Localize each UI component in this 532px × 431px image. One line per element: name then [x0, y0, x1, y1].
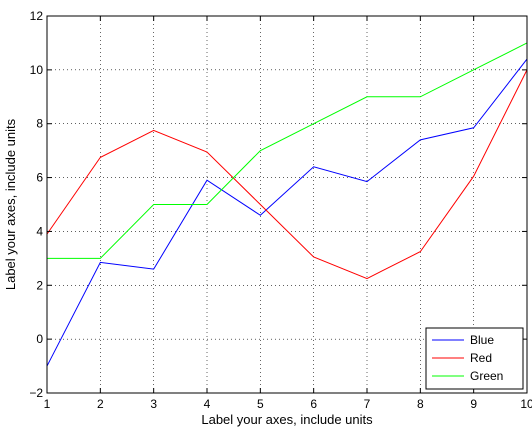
series-lines: [46, 42, 528, 367]
x-tick-label: 4: [204, 397, 211, 411]
y-tick-label: 12: [30, 9, 44, 23]
legend-label-red: Red: [470, 351, 492, 365]
series-line-red: [46, 69, 528, 280]
x-tick-label: 9: [470, 397, 477, 411]
legend-label-green: Green: [470, 369, 503, 383]
legend-label-blue: Blue: [470, 333, 494, 347]
plot-border: [46, 15, 528, 394]
x-tick-label: 1: [44, 397, 51, 411]
x-tick-label: 3: [150, 397, 157, 411]
y-tick-label: 0: [36, 332, 43, 346]
series-line-blue: [46, 58, 528, 367]
x-tick-label: 6: [310, 397, 317, 411]
y-axis-label: Label your axes, include units: [3, 118, 18, 290]
x-tick-label: 7: [364, 397, 371, 411]
y-tick-label: 4: [36, 224, 43, 238]
x-tick-label: 2: [97, 397, 104, 411]
y-tick-label: 2: [36, 278, 43, 292]
x-axis-label: Label your axes, include units: [201, 412, 373, 427]
y-tick-label: 8: [36, 117, 43, 131]
y-tick-label: 6: [36, 171, 43, 185]
x-tick-label: 5: [257, 397, 264, 411]
series-line-green: [47, 42, 528, 259]
axis-ticks: [46, 15, 528, 394]
legend: Blue Red Green: [425, 327, 524, 390]
y-tick-label: −2: [29, 386, 43, 400]
y-tick-label: 10: [30, 63, 44, 77]
x-tick-label: 10: [520, 397, 532, 411]
x-tick-label: 8: [417, 397, 424, 411]
